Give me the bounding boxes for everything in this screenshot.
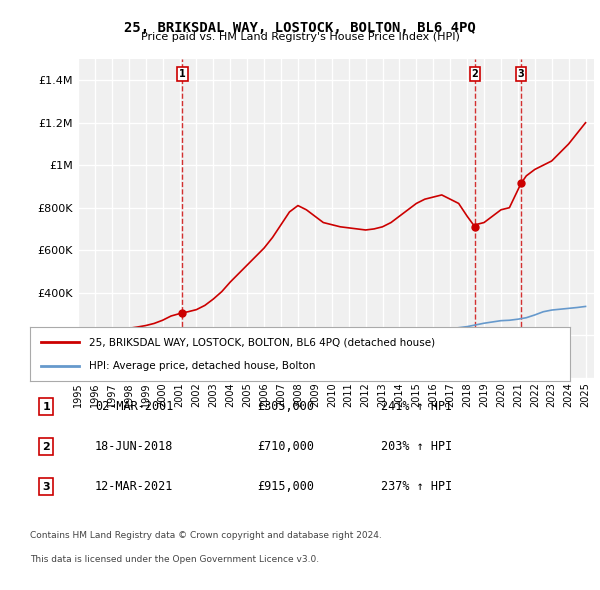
Text: This data is licensed under the Open Government Licence v3.0.: This data is licensed under the Open Gov…: [30, 555, 319, 563]
Text: 25, BRIKSDAL WAY, LOSTOCK, BOLTON, BL6 4PQ: 25, BRIKSDAL WAY, LOSTOCK, BOLTON, BL6 4…: [124, 21, 476, 35]
Text: 02-MAR-2001: 02-MAR-2001: [95, 400, 173, 413]
Text: 2: 2: [472, 68, 478, 78]
Text: 2: 2: [43, 442, 50, 451]
Text: £915,000: £915,000: [257, 480, 314, 493]
Text: Contains HM Land Registry data © Crown copyright and database right 2024.: Contains HM Land Registry data © Crown c…: [30, 531, 382, 540]
Text: 18-JUN-2018: 18-JUN-2018: [95, 440, 173, 453]
Text: £710,000: £710,000: [257, 440, 314, 453]
Text: 237% ↑ HPI: 237% ↑ HPI: [381, 480, 452, 493]
Text: HPI: Average price, detached house, Bolton: HPI: Average price, detached house, Bolt…: [89, 360, 316, 371]
Text: 203% ↑ HPI: 203% ↑ HPI: [381, 440, 452, 453]
Text: 1: 1: [179, 68, 186, 78]
Text: £305,000: £305,000: [257, 400, 314, 413]
Text: 241% ↑ HPI: 241% ↑ HPI: [381, 400, 452, 413]
Text: 1: 1: [43, 402, 50, 411]
Text: 12-MAR-2021: 12-MAR-2021: [95, 480, 173, 493]
Text: Price paid vs. HM Land Registry's House Price Index (HPI): Price paid vs. HM Land Registry's House …: [140, 32, 460, 42]
Text: 25, BRIKSDAL WAY, LOSTOCK, BOLTON, BL6 4PQ (detached house): 25, BRIKSDAL WAY, LOSTOCK, BOLTON, BL6 4…: [89, 337, 436, 348]
Text: 3: 3: [518, 68, 524, 78]
Text: 3: 3: [43, 482, 50, 491]
